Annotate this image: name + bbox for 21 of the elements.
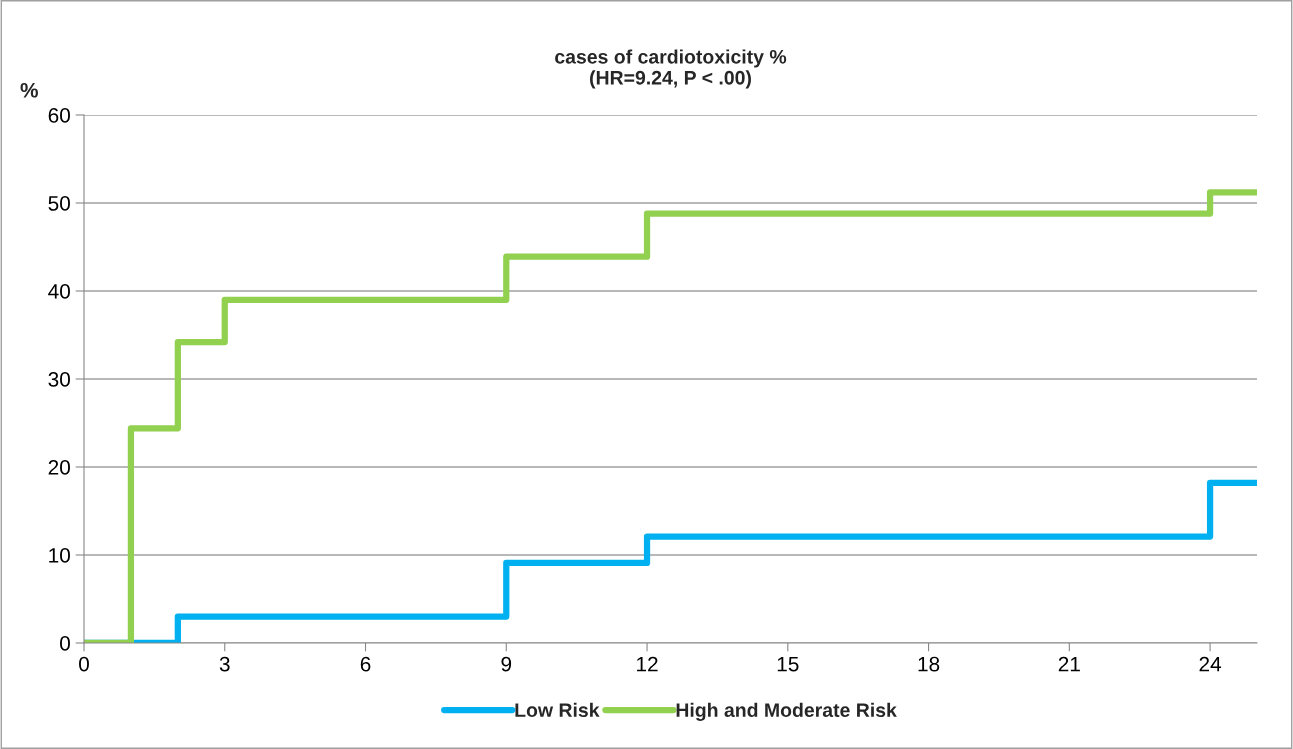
y-tick-label: 50 — [48, 196, 70, 211]
y-tick-label: 0 — [60, 636, 70, 651]
legend-label: High and Moderate Risk — [676, 702, 897, 721]
x-tick-label: 0 — [79, 656, 89, 672]
x-tick-label: 3 — [219, 656, 230, 672]
legend-label: Low Risk — [515, 702, 600, 718]
y-tick-label: 30 — [48, 372, 70, 387]
y-tick-label: 40 — [48, 284, 70, 299]
y-tick-label: 20 — [48, 460, 70, 475]
y-tick-label: 10 — [49, 548, 70, 563]
x-tick-label: 21 — [1058, 656, 1080, 672]
x-tick-label: 12 — [637, 656, 658, 672]
x-tick-label: 6 — [360, 656, 371, 672]
x-tick-label: 24 — [1199, 656, 1222, 672]
y-tick-label: 60 — [48, 108, 70, 123]
x-tick-label: 18 — [918, 656, 940, 672]
chart-subtitle: (HR=9.24, P < .00) — [590, 70, 751, 89]
x-tick-label: 9 — [501, 656, 512, 672]
x-tick-label: 15 — [777, 656, 799, 672]
y-axis-title: % — [20, 82, 38, 98]
chart-title: cases of cardiotoxicity % — [555, 49, 787, 68]
